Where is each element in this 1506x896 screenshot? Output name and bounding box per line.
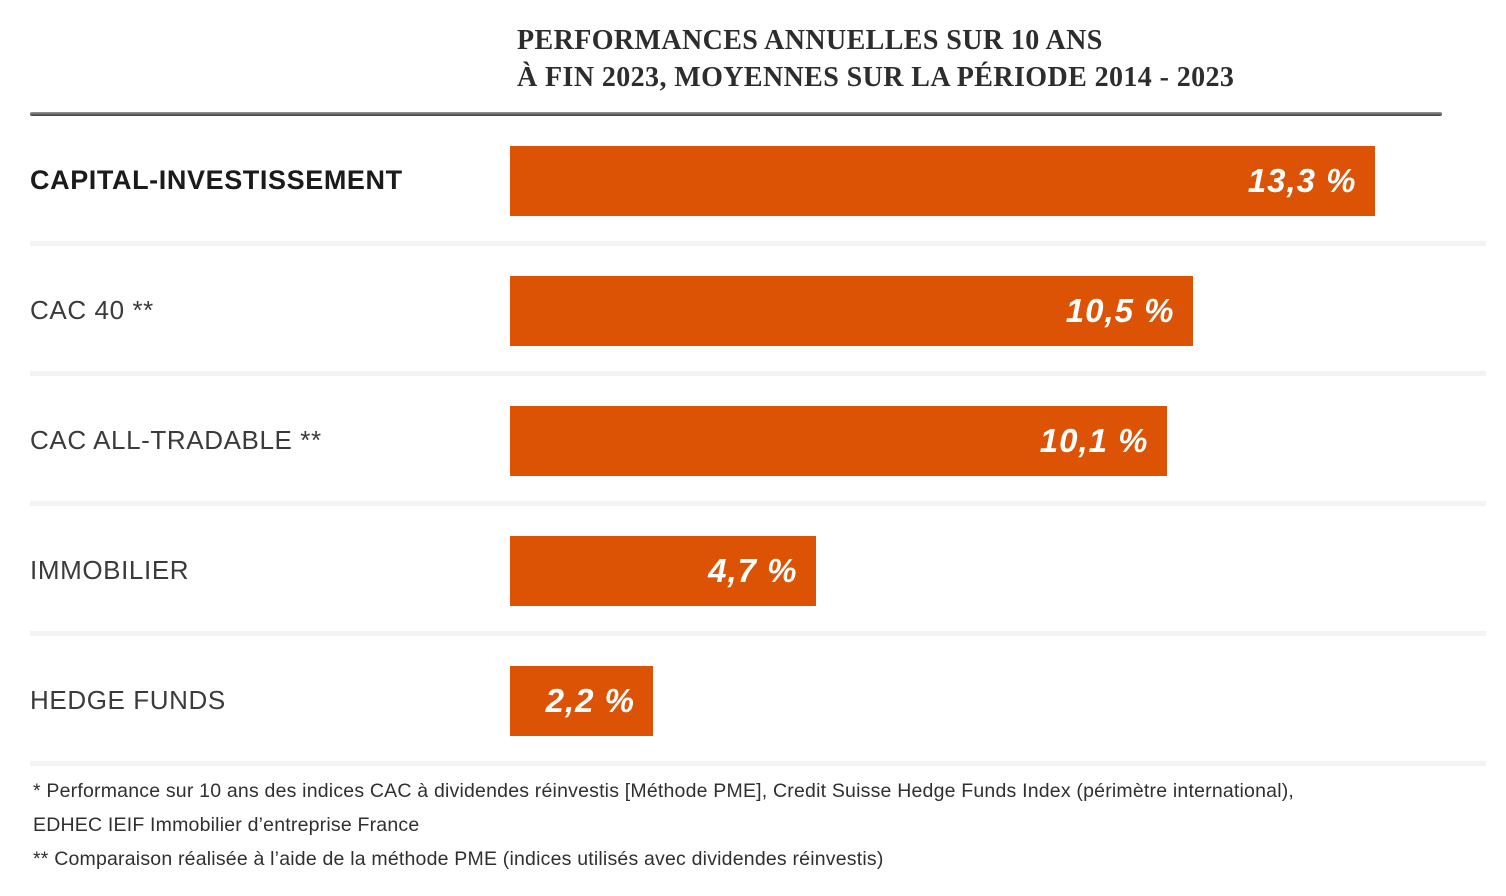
chart-title-line1: PERFORMANCES ANNUELLES SUR 10 ANS (517, 25, 1103, 56)
bar-value: 4,7 % (708, 551, 798, 589)
bar: 10,1 % (510, 405, 1167, 476)
footnote-line: EDHEC IEIF Immobilier d’entreprise Franc… (33, 814, 420, 836)
bar-label: CAPITAL-INVESTISSEMENT (30, 165, 403, 195)
title-divider (30, 112, 1442, 116)
bar: 4,7 % (510, 535, 816, 606)
bar-value: 10,5 % (1065, 291, 1175, 329)
bar-value: 10,1 % (1039, 421, 1149, 459)
bar-chart: CAPITAL-INVESTISSEMENT 13,3 % CAC 40 ** … (30, 116, 1486, 766)
bar-row: IMMOBILIER 4,7 % (30, 506, 1486, 636)
bar-label: HEDGE FUNDS (30, 685, 226, 715)
bar: 2,2 % (510, 665, 653, 736)
bar: 10,5 % (510, 275, 1193, 346)
footnote-line: * Performance sur 10 ans des indices CAC… (33, 780, 1295, 802)
bar-row: CAC 40 ** 10,5 % (30, 246, 1486, 376)
bar-label: CAC ALL-TRADABLE ** (30, 425, 322, 455)
bar-row: CAC ALL-TRADABLE ** 10,1 % (30, 376, 1486, 506)
bar-row: HEDGE FUNDS 2,2 % (30, 636, 1486, 766)
chart-title-line2: À FIN 2023, MOYENNES SUR LA PÉRIODE 2014… (517, 62, 1235, 93)
footnote-line: ** Comparaison réalisée à l’aide de la m… (33, 848, 884, 870)
chart-title: PERFORMANCES ANNUELLES SUR 10 ANS À FIN … (517, 22, 1234, 96)
bar-label: CAC 40 ** (30, 295, 154, 325)
bar-row: CAPITAL-INVESTISSEMENT 13,3 % (30, 116, 1486, 246)
bar-value: 13,3 % (1247, 161, 1357, 199)
bar: 13,3 % (510, 145, 1375, 216)
bar-label: IMMOBILIER (30, 555, 190, 585)
bar-value: 2,2 % (545, 681, 635, 719)
footnotes: * Performance sur 10 ans des indices CAC… (33, 774, 1493, 876)
